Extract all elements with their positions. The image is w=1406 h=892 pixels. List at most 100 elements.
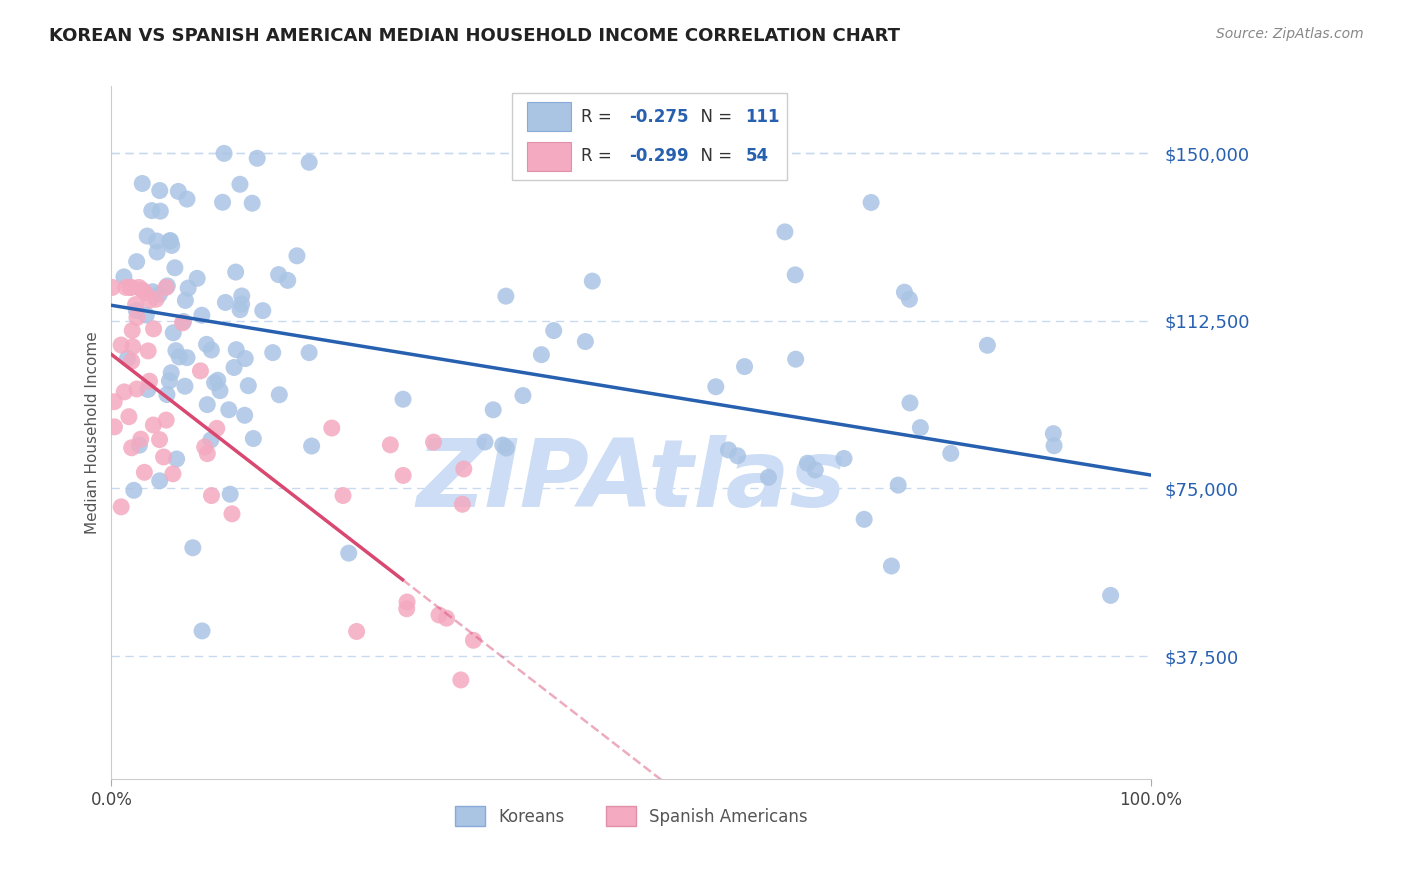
Point <box>1043 439 1066 453</box>
Point <box>136 229 159 244</box>
Point <box>242 432 264 446</box>
Point <box>110 338 132 352</box>
Point <box>207 373 229 387</box>
Point <box>155 280 177 294</box>
Point <box>860 195 883 210</box>
Text: 54: 54 <box>745 147 769 166</box>
Point <box>156 278 179 293</box>
Point <box>450 673 472 687</box>
Point <box>166 452 188 467</box>
Point <box>177 281 200 295</box>
Point <box>321 421 343 435</box>
Point <box>103 420 125 434</box>
Point <box>176 351 198 365</box>
Point <box>128 280 150 294</box>
Point <box>117 351 139 366</box>
Point <box>134 285 156 300</box>
Point <box>125 382 148 396</box>
Point <box>785 352 807 367</box>
Point <box>148 433 170 447</box>
Point <box>160 238 183 252</box>
Point <box>233 351 256 366</box>
Point <box>204 376 226 390</box>
Point <box>880 559 903 574</box>
Point <box>112 384 135 399</box>
Point <box>141 203 163 218</box>
Point <box>380 438 402 452</box>
Point <box>167 185 190 199</box>
Point <box>277 273 299 287</box>
Point <box>939 446 962 460</box>
Point <box>155 413 177 427</box>
Point <box>482 402 505 417</box>
Point <box>124 297 146 311</box>
Point <box>159 234 181 248</box>
Point <box>122 483 145 498</box>
Point <box>131 177 153 191</box>
FancyBboxPatch shape <box>527 142 571 171</box>
Point <box>396 595 419 609</box>
Point <box>238 378 260 392</box>
Point <box>492 438 515 452</box>
Point <box>229 302 252 317</box>
Point <box>392 468 415 483</box>
Point <box>176 192 198 206</box>
Point <box>136 383 159 397</box>
Point <box>512 388 534 402</box>
Point <box>146 245 169 260</box>
Point <box>893 285 915 300</box>
Text: ZIPAtlas: ZIPAtlas <box>416 435 846 527</box>
Point <box>121 340 143 354</box>
Point <box>727 449 749 463</box>
Text: N =: N = <box>690 147 738 166</box>
Point <box>142 417 165 432</box>
Point <box>298 155 321 169</box>
Point <box>125 254 148 268</box>
Point <box>832 451 855 466</box>
Text: R =: R = <box>581 108 617 126</box>
Point <box>200 343 222 357</box>
Point <box>495 441 517 455</box>
Point <box>581 274 603 288</box>
Point <box>422 435 444 450</box>
Point <box>190 364 212 378</box>
Point <box>159 234 181 248</box>
Point <box>162 326 184 340</box>
Point <box>392 392 415 407</box>
Point <box>758 470 780 484</box>
Point <box>804 463 827 477</box>
Point <box>149 474 172 488</box>
Point <box>152 450 174 464</box>
Point <box>773 225 796 239</box>
Point <box>898 293 921 307</box>
Point <box>110 500 132 514</box>
Text: N =: N = <box>690 108 738 126</box>
Point <box>231 289 253 303</box>
Point <box>205 421 228 435</box>
Point <box>222 360 245 375</box>
Point <box>301 439 323 453</box>
Point <box>149 204 172 219</box>
Point <box>853 512 876 526</box>
Point <box>269 388 291 402</box>
Point <box>142 322 165 336</box>
Point <box>200 489 222 503</box>
Point <box>474 435 496 450</box>
Point <box>195 398 218 412</box>
Point <box>120 280 142 294</box>
Text: R =: R = <box>581 147 617 166</box>
Point <box>796 456 818 470</box>
Point <box>240 196 263 211</box>
Point <box>172 316 194 330</box>
Point <box>156 387 179 401</box>
Point <box>717 442 740 457</box>
Point <box>1099 588 1122 602</box>
Point <box>332 488 354 502</box>
Point <box>451 497 474 511</box>
Point <box>167 350 190 364</box>
Text: -0.299: -0.299 <box>628 147 689 166</box>
Point <box>231 297 253 311</box>
Point <box>221 507 243 521</box>
Point <box>157 374 180 388</box>
Point <box>163 260 186 275</box>
